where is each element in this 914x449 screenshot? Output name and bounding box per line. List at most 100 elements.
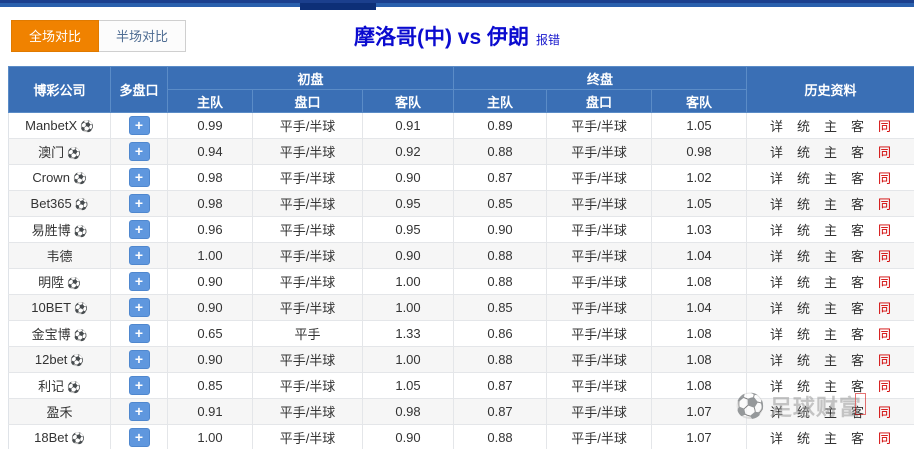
- header-final-home: 主队: [453, 89, 548, 113]
- expand-odds-button[interactable]: +: [128, 402, 150, 421]
- history-away-link[interactable]: 客: [851, 171, 865, 186]
- history-away-link[interactable]: 客: [851, 327, 865, 342]
- history-away-link[interactable]: 客: [851, 275, 865, 290]
- header-multi-handicap: 多盘口: [110, 66, 168, 113]
- history-detail-link[interactable]: 详: [769, 171, 783, 186]
- header-final-away: 客队: [651, 89, 748, 113]
- history-away-link[interactable]: 客: [851, 405, 865, 420]
- history-detail-link[interactable]: 详: [769, 119, 783, 134]
- history-home-link[interactable]: 主: [824, 353, 838, 368]
- final-handicap-odds: 平手/半球: [546, 294, 653, 321]
- expand-odds-button[interactable]: +: [128, 168, 150, 187]
- history-away-link[interactable]: 客: [851, 145, 865, 160]
- history-home-link[interactable]: 主: [824, 249, 838, 264]
- expand-odds-button[interactable]: +: [128, 142, 150, 161]
- expand-odds-button[interactable]: +: [128, 376, 150, 395]
- expand-odds-button[interactable]: +: [128, 298, 150, 317]
- history-stats-link[interactable]: 统: [797, 405, 811, 420]
- history-same-link[interactable]: 同: [878, 197, 892, 212]
- history-stats-link[interactable]: 统: [797, 327, 811, 342]
- report-error-link[interactable]: 报错: [536, 33, 561, 47]
- history-home-link[interactable]: 主: [824, 301, 838, 316]
- history-home-link[interactable]: 主: [824, 275, 838, 290]
- history-away-link[interactable]: 客: [851, 301, 865, 316]
- history-stats-link[interactable]: 统: [797, 223, 811, 238]
- history-stats-link[interactable]: 统: [797, 119, 811, 134]
- expand-odds-button[interactable]: +: [128, 272, 150, 291]
- history-home-link[interactable]: 主: [824, 405, 838, 420]
- history-away-link[interactable]: 客: [851, 353, 865, 368]
- history-same-link[interactable]: 同: [878, 431, 892, 446]
- history-stats-link[interactable]: 统: [797, 379, 811, 394]
- history-stats-link[interactable]: 统: [797, 301, 811, 316]
- history-detail-link[interactable]: 详: [769, 327, 783, 342]
- table-row: ManbetX ⚽ +0.99 平手/半球 0.91 0.89 平手/半球 1.05 详统主客同: [8, 112, 914, 139]
- history-stats-link[interactable]: 统: [797, 431, 811, 446]
- history-detail-link[interactable]: 详: [769, 405, 783, 420]
- history-away-link[interactable]: 客: [851, 223, 865, 238]
- history-detail-link[interactable]: 详: [769, 249, 783, 264]
- history-detail-link[interactable]: 详: [769, 301, 783, 316]
- history-detail-link[interactable]: 详: [769, 223, 783, 238]
- history-home-link[interactable]: 主: [824, 379, 838, 394]
- history-stats-link[interactable]: 统: [797, 197, 811, 212]
- history-home-link[interactable]: 主: [824, 119, 838, 134]
- history-home-link[interactable]: 主: [824, 145, 838, 160]
- final-home-odds: 0.85: [453, 190, 548, 217]
- football-icon: ⚽: [71, 433, 85, 445]
- history-away-link[interactable]: 客: [851, 249, 865, 264]
- history-same-link[interactable]: 同: [878, 405, 892, 420]
- history-away-link[interactable]: 客: [851, 119, 865, 134]
- final-home-odds: 0.90: [453, 216, 548, 243]
- expand-odds-button[interactable]: +: [128, 194, 150, 213]
- history-home-link[interactable]: 主: [824, 197, 838, 212]
- expand-odds-button[interactable]: +: [128, 220, 150, 239]
- match-title: 摩洛哥(中) vs 伊朗: [353, 26, 529, 49]
- history-detail-link[interactable]: 详: [769, 379, 783, 394]
- history-same-link[interactable]: 同: [878, 327, 892, 342]
- history-stats-link[interactable]: 统: [797, 353, 811, 368]
- final-away-odds: 1.05: [651, 112, 748, 139]
- history-links-cell: 详统主客同: [746, 398, 914, 425]
- history-same-link[interactable]: 同: [878, 119, 892, 134]
- history-same-link[interactable]: 同: [878, 249, 892, 264]
- tab-half-match-compare[interactable]: 半场对比: [99, 20, 187, 52]
- expand-odds-button[interactable]: +: [128, 428, 150, 447]
- history-home-link[interactable]: 主: [824, 327, 838, 342]
- history-home-link[interactable]: 主: [824, 223, 838, 238]
- history-away-link[interactable]: 客: [851, 431, 865, 446]
- expand-odds-button[interactable]: +: [128, 350, 150, 369]
- header-final-odds: 终盘: [453, 66, 748, 90]
- multi-handicap-cell: +: [110, 190, 168, 217]
- expand-odds-button[interactable]: +: [128, 116, 150, 135]
- expand-odds-button[interactable]: +: [128, 324, 150, 343]
- initial-handicap-odds: 平手/半球: [252, 294, 363, 321]
- history-stats-link[interactable]: 统: [797, 171, 811, 186]
- tab-full-match-compare[interactable]: 全场对比: [11, 20, 100, 52]
- history-detail-link[interactable]: 详: [769, 145, 783, 160]
- history-home-link[interactable]: 主: [824, 171, 838, 186]
- history-detail-link[interactable]: 详: [769, 197, 783, 212]
- company-cell: 10BET ⚽: [8, 294, 111, 321]
- expand-odds-button[interactable]: +: [128, 246, 150, 265]
- history-stats-link[interactable]: 统: [797, 275, 811, 290]
- final-handicap-odds: 平手/半球: [546, 190, 653, 217]
- history-away-link[interactable]: 客: [851, 379, 865, 394]
- final-away-odds: 1.07: [651, 424, 748, 449]
- history-same-link[interactable]: 同: [878, 379, 892, 394]
- history-detail-link[interactable]: 详: [769, 431, 783, 446]
- history-stats-link[interactable]: 统: [797, 145, 811, 160]
- history-links-cell: 详统主客同: [746, 268, 914, 295]
- history-away-link[interactable]: 客: [851, 197, 865, 212]
- history-home-link[interactable]: 主: [824, 431, 838, 446]
- history-same-link[interactable]: 同: [878, 171, 892, 186]
- company-name: 易胜博: [31, 223, 71, 238]
- history-same-link[interactable]: 同: [878, 223, 892, 238]
- history-same-link[interactable]: 同: [878, 301, 892, 316]
- history-stats-link[interactable]: 统: [797, 249, 811, 264]
- history-same-link[interactable]: 同: [878, 353, 892, 368]
- history-same-link[interactable]: 同: [878, 275, 892, 290]
- history-same-link[interactable]: 同: [878, 145, 892, 160]
- history-detail-link[interactable]: 详: [769, 275, 783, 290]
- history-detail-link[interactable]: 详: [769, 353, 783, 368]
